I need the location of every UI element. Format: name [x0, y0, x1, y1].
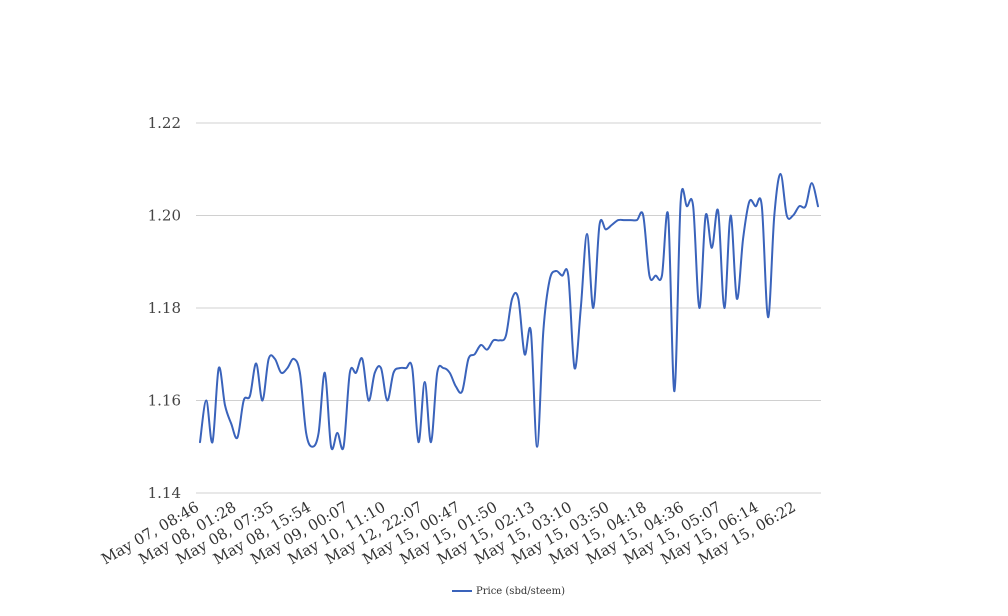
- legend: Price (sbd/steem): [452, 586, 565, 597]
- y-tick-label: 1.16: [148, 392, 181, 410]
- legend-label-price: Price (sbd/steem): [476, 586, 565, 597]
- y-axis-ticks: 1.14 1.16 1.18 1.20 1.22: [148, 114, 181, 502]
- y-tick-label: 1.18: [148, 299, 181, 317]
- series-layer: [199, 172, 819, 451]
- series-line-price: [199, 172, 819, 451]
- y-tick-label: 1.14: [148, 484, 181, 502]
- y-tick-label: 1.20: [148, 207, 181, 225]
- y-tick-label: 1.22: [148, 114, 181, 132]
- gridlines: [196, 122, 821, 494]
